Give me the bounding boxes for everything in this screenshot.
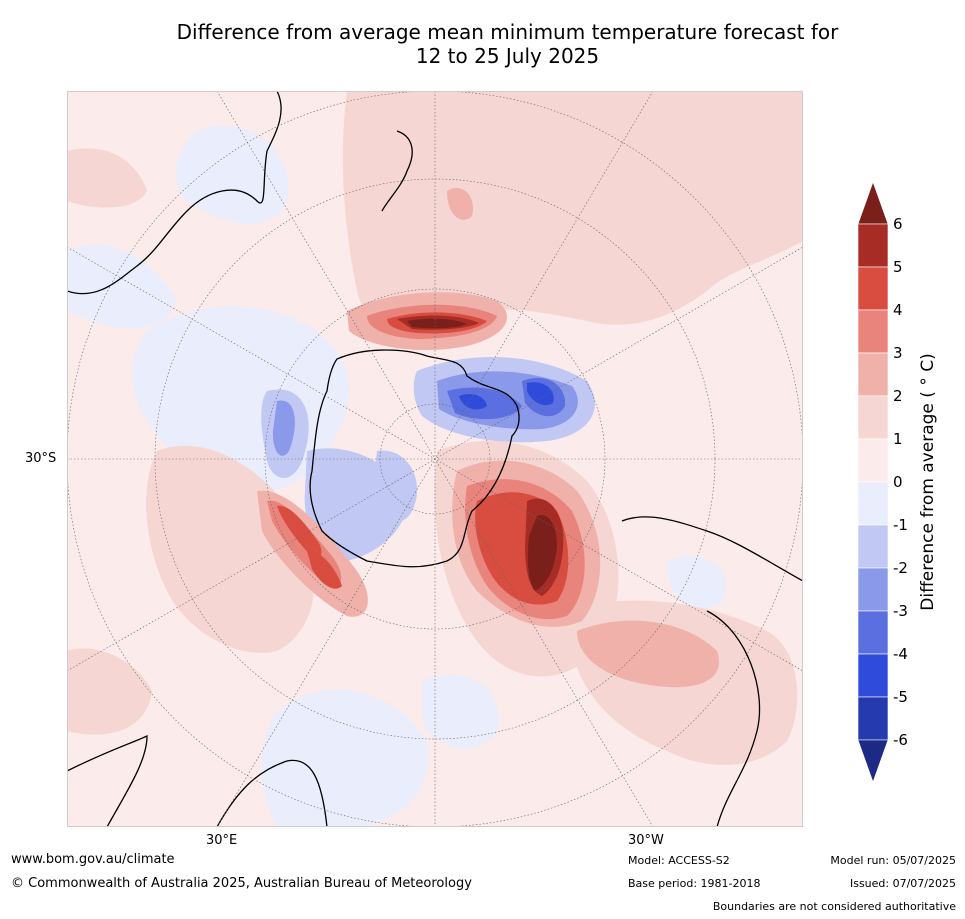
colorbar-svg (857, 181, 889, 783)
south-america-coast (621, 516, 803, 582)
coastlines (67, 91, 803, 827)
anomaly-band-neg5 (459, 382, 554, 410)
colorbar (857, 181, 889, 783)
colorbar-tick-label: 2 (893, 387, 903, 405)
graticule (67, 91, 803, 827)
footer-issued: Issued: 07/07/2025 (849, 877, 956, 890)
colorbar-tick-label: 6 (893, 215, 903, 233)
colorbar-tick-label: -4 (893, 645, 908, 663)
anomaly-band-pos6 (407, 318, 557, 591)
footer-url: www.bom.gov.au/climate (11, 852, 175, 867)
colorbar-tick-label: 1 (893, 430, 903, 448)
southern-africa-coast (216, 759, 328, 827)
map-title-line1: Difference from average mean minimum tem… (176, 20, 839, 44)
colorbar-tick-label: 0 (893, 473, 903, 491)
longitude-label-west: 30°W (628, 833, 664, 848)
colorbar-tick-label: 3 (893, 344, 903, 362)
footer-model: Model: ACCESS-S2 (628, 854, 730, 867)
colorbar-segments (857, 181, 889, 783)
new-zealand-coast (381, 130, 413, 212)
south-america-coast-east (706, 610, 761, 827)
australia-coast (67, 91, 282, 295)
colorbar-tick-label: -2 (893, 559, 908, 577)
map-title-line2: 12 to 25 July 2025 (415, 44, 600, 68)
map-title: Difference from average mean minimum tem… (60, 20, 955, 68)
colorbar-tick-label: 4 (893, 301, 903, 319)
colorbar-tick-label: -1 (893, 516, 908, 534)
colorbar-tick-label: 5 (893, 258, 903, 276)
colorbar-extend-bottom (857, 739, 889, 783)
forecast-map (67, 91, 803, 827)
footer-copyright: © Commonwealth of Australia 2025, Austra… (11, 876, 472, 891)
footer-disclaimer: Boundaries are not considered authoritat… (712, 900, 956, 913)
africa-coast (67, 734, 148, 827)
footer-base-period: Base period: 1981-2018 (628, 877, 761, 890)
latitude-label: 30°S (25, 451, 57, 466)
antarctica-coast (309, 349, 520, 568)
map-canvas (67, 91, 803, 827)
footer-model-run: Model run: 05/07/2025 (830, 854, 956, 867)
colorbar-tick-label: -6 (893, 731, 908, 749)
colorbar-tick-label: -3 (893, 602, 908, 620)
map-frame (67, 91, 803, 827)
longitude-label-east: 30°E (206, 833, 238, 848)
colorbar-tick-label: -5 (893, 688, 908, 706)
colorbar-label: Difference from average ( ° C) (918, 353, 938, 611)
colorbar-extend-top (857, 181, 889, 225)
